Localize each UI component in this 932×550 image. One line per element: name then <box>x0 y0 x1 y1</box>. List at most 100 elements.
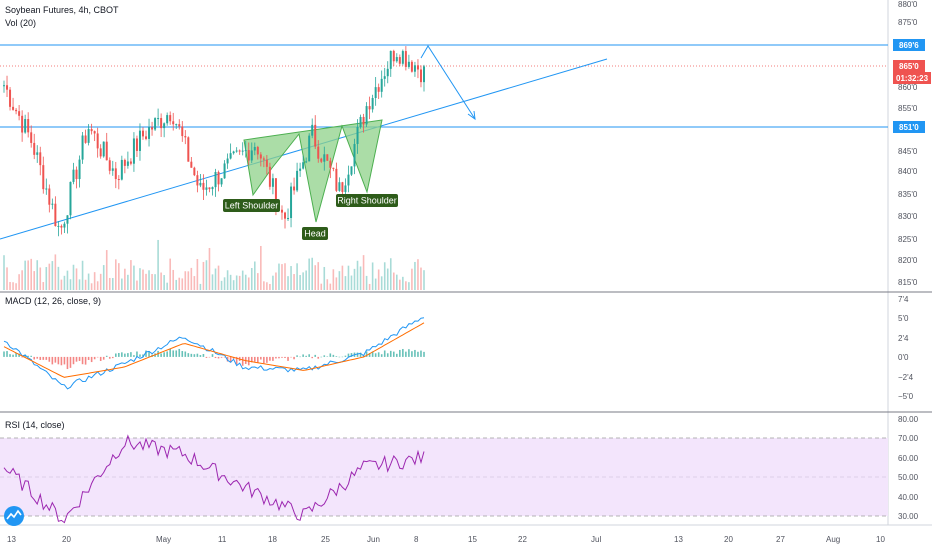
candle-body <box>238 150 241 152</box>
volume-bar <box>163 275 165 290</box>
macd-histogram-bar <box>145 350 147 357</box>
volume-bar <box>105 250 108 290</box>
candle-body <box>329 160 332 168</box>
volume-bar <box>332 269 335 290</box>
volume-bar <box>166 282 168 290</box>
macd-histogram-bar <box>114 353 117 357</box>
macd-histogram-bar <box>124 353 126 357</box>
macd-histogram-bar <box>266 356 268 363</box>
volume-bar <box>232 280 235 290</box>
candle-body <box>293 186 296 191</box>
time-tick-label: 10 <box>876 535 885 544</box>
left-shoulder-label[interactable]: Left Shoulder <box>223 199 280 212</box>
macd-histogram-bar <box>169 348 171 357</box>
price-axis[interactable]: 880'0875'0860'0855'0850'0845'0840'0835'0… <box>898 0 918 287</box>
macd-legend[interactable]: MACD (12, 26, close, 9) <box>5 296 101 306</box>
macd-histogram-bar <box>163 352 165 357</box>
macd-histogram-bar <box>111 356 114 359</box>
macd-histogram-bar <box>260 356 262 360</box>
candle-body <box>274 178 277 211</box>
volume-bar <box>142 269 144 290</box>
candle-body <box>181 126 184 137</box>
candle-body <box>256 146 259 155</box>
volume-bar <box>75 268 78 290</box>
macd-histogram-bar <box>66 356 69 370</box>
volume-legend[interactable]: Vol (20) <box>5 18 36 28</box>
candle-body <box>232 151 235 154</box>
macd-histogram-bar <box>365 351 368 357</box>
macd-histogram-bar <box>423 351 425 357</box>
volume-bar <box>108 277 111 290</box>
candle-body <box>341 182 344 192</box>
macd-histogram-bar <box>305 355 307 357</box>
time-axis[interactable]: 13 20 May 11 18 25 Jun 8 15 22 Jul 13 20 27 Aug 10 <box>7 535 885 544</box>
time-tick-label: 20 <box>62 535 71 544</box>
volume-bar <box>214 268 217 290</box>
chart-title[interactable]: Soybean Futures, 4h, CBOT <box>5 5 119 15</box>
candle-body <box>244 150 247 152</box>
macd-histogram-bar <box>281 356 283 358</box>
tradingview-logo-icon[interactable] <box>4 506 24 526</box>
macd-histogram-bar <box>148 351 150 357</box>
volume-bar <box>287 276 289 290</box>
volume-bar <box>311 257 314 290</box>
volume-bar <box>389 258 392 290</box>
candle-body <box>157 118 160 120</box>
macd-histogram-bar <box>338 356 341 358</box>
rsi-tick-label: 50.00 <box>898 473 919 482</box>
candle-body <box>60 225 63 228</box>
candle-body <box>39 152 42 166</box>
macd-histogram-bar <box>33 356 36 360</box>
macd-histogram-bar <box>199 355 202 357</box>
time-tick-label: 20 <box>724 535 733 544</box>
rsi-legend[interactable]: RSI (14, close) <box>5 420 65 430</box>
candle-body <box>386 68 389 77</box>
macd-histogram-bar <box>377 352 380 357</box>
projection-arrowhead <box>467 110 476 121</box>
candle-body <box>383 76 386 79</box>
macd-axis[interactable]: 7'4 5'0 2'4 0'0 −2'4 −5'0 <box>898 295 914 401</box>
macd-histogram-bar <box>78 356 81 361</box>
candle-body <box>338 182 341 191</box>
candle-body <box>423 66 425 83</box>
macd-histogram-bar <box>9 354 11 357</box>
price-tick-label: 825'0 <box>898 235 918 244</box>
candle-body <box>141 130 144 137</box>
volume-bar <box>220 280 223 290</box>
macd-histogram-bar <box>347 353 350 357</box>
macd-histogram-bar <box>48 356 51 362</box>
volume-bar <box>278 263 280 290</box>
projection-arrow[interactable] <box>420 45 476 120</box>
candle-body <box>404 51 407 67</box>
macd-histogram-bar <box>15 352 17 357</box>
candle-body <box>320 158 323 162</box>
candle-body <box>371 98 374 110</box>
volume-bar <box>139 268 141 290</box>
right-shoulder-label[interactable]: Right Shoulder <box>336 194 398 207</box>
candle-body <box>193 167 196 176</box>
rsi-axis[interactable]: 80.00 70.00 60.00 50.00 40.00 30.00 <box>898 415 919 521</box>
volume-bar <box>350 275 353 290</box>
candlesticks <box>3 46 425 237</box>
macd-histogram-bar <box>27 355 29 357</box>
macd-histogram-bar <box>253 356 256 362</box>
candle-body <box>416 65 419 70</box>
macd-histogram-bar <box>296 355 298 357</box>
volume-bar <box>124 268 126 290</box>
volume-bar <box>84 279 87 290</box>
volume-bar <box>272 275 274 290</box>
candle-body <box>214 171 217 188</box>
volume-bar <box>317 262 320 290</box>
volume-bar <box>414 261 416 290</box>
head-label[interactable]: Head <box>302 227 328 240</box>
macd-histogram-bar <box>275 356 277 359</box>
inverse-head-shoulders-pattern[interactable] <box>243 119 383 223</box>
macd-histogram-bar <box>335 356 338 357</box>
time-tick-label: Jun <box>367 535 380 544</box>
volume-bar <box>72 264 75 290</box>
macd-histogram-bar <box>6 351 8 357</box>
volume-bar <box>96 281 99 290</box>
volume-bar <box>417 259 419 290</box>
candle-body <box>202 182 205 190</box>
